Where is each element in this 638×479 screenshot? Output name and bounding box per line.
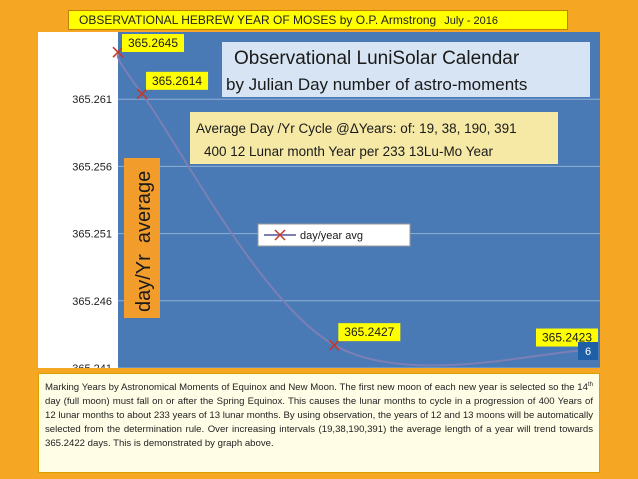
chart-subtitle: by Julian Day number of astro-moments bbox=[226, 75, 527, 94]
data-label: 365.2645 bbox=[128, 36, 178, 50]
page-number: 6 bbox=[585, 346, 591, 358]
page-number-box bbox=[578, 342, 598, 360]
data-label-box bbox=[122, 34, 184, 52]
y-axis-label: day/Yr average bbox=[133, 171, 155, 312]
slide-title: OBSERVATIONAL HEBREW YEAR OF MOSES by O.… bbox=[79, 13, 437, 27]
chart-title: Observational LuniSolar Calendar bbox=[234, 48, 520, 69]
legend-box bbox=[257, 223, 411, 247]
title-box bbox=[222, 42, 590, 97]
y-tick-label: 365.251 bbox=[72, 229, 112, 241]
data-point-marker bbox=[328, 339, 340, 351]
y-tick-label: 365.241 bbox=[72, 363, 112, 368]
data-label: 365.2614 bbox=[152, 74, 202, 88]
y-tick-label: 365.246 bbox=[72, 296, 112, 308]
data-label: 365.2423 bbox=[542, 331, 592, 345]
data-point-marker bbox=[112, 46, 124, 58]
description-sup: th bbox=[587, 382, 593, 388]
series-line-day-year-avg bbox=[116, 51, 589, 367]
data-label-box bbox=[146, 71, 209, 90]
slide-title-bar: OBSERVATIONAL HEBREW YEAR OF MOSES by O.… bbox=[68, 10, 568, 30]
description-text: Marking Years by Astronomical Moments of… bbox=[38, 373, 600, 473]
ylabel-box bbox=[124, 158, 160, 318]
legend-label: day/year avg bbox=[300, 230, 363, 242]
y-tick-label: 365.261 bbox=[72, 94, 112, 106]
annotation-line-2: 400 12 Lunar month Year per 233 13Lu-Mo … bbox=[204, 144, 493, 159]
description-part-1: Marking Years by Astronomical Moments of… bbox=[45, 382, 588, 394]
data-label: 365.2427 bbox=[344, 325, 394, 339]
slide-date: July - 2016 bbox=[444, 15, 499, 27]
annotation-box bbox=[190, 112, 558, 164]
description-part-2: day (full moon) must fall on or after th… bbox=[45, 396, 593, 450]
legend-marker bbox=[274, 229, 286, 241]
data-label-box bbox=[338, 323, 401, 342]
annotation-line-1: Average Day /Yr Cycle @ΔYears: of: 19, 3… bbox=[196, 121, 517, 136]
data-point-marker bbox=[136, 88, 148, 100]
y-tick-label: 365.256 bbox=[72, 161, 112, 173]
